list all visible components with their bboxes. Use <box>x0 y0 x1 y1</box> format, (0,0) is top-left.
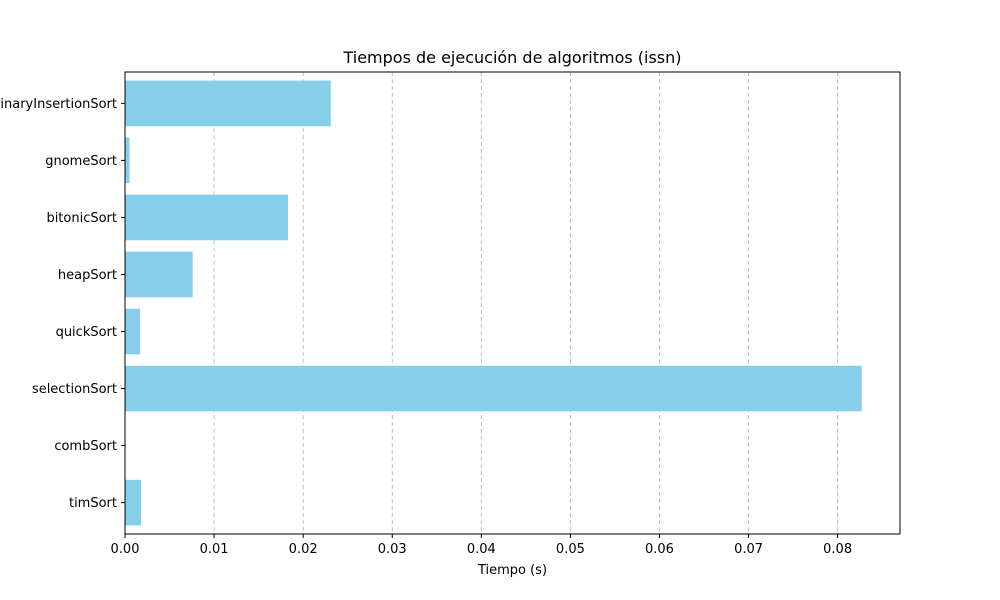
gridlines <box>213 72 839 534</box>
y-tick-label: binaryInsertionSort <box>0 97 117 112</box>
bar-timSort <box>125 479 142 526</box>
x-tick-label: 0.08 <box>823 542 852 557</box>
y-tick-label: timSort <box>69 496 117 511</box>
y-tick-label: bitonicSort <box>46 211 117 226</box>
bar-gnomeSort <box>125 137 130 184</box>
bar-heapSort <box>125 251 193 298</box>
bar-binaryInsertionSort <box>125 80 331 127</box>
x-tick-label: 0.02 <box>289 542 318 557</box>
x-tick-label: 0.03 <box>378 542 407 557</box>
x-tick-label: 0.07 <box>734 542 763 557</box>
x-tick-label: 0.06 <box>645 542 674 557</box>
x-axis-ticks: 0.00 0.01 0.02 0.03 0.04 0.05 0.06 0.07 0.08 <box>111 534 852 557</box>
y-tick-label: gnomeSort <box>45 154 117 169</box>
y-tick-label: selectionSort <box>32 382 117 397</box>
y-axis-ticks: binaryInsertionSort gnomeSort bitonicSort h… <box>0 97 125 511</box>
x-tick-label: 0.01 <box>200 542 229 557</box>
bar-bitonicSort <box>125 194 289 241</box>
plot-area-frame <box>124 71 901 535</box>
y-tick-label: combSort <box>54 439 117 454</box>
y-tick-label: heapSort <box>58 268 117 283</box>
bar-quickSort <box>125 308 141 355</box>
bars <box>125 80 862 526</box>
x-tick-label: 0.00 <box>111 542 140 557</box>
x-tick-label: 0.05 <box>556 542 585 557</box>
y-tick-label: quickSort <box>56 325 117 340</box>
x-axis-label: Tiempo (s) <box>477 563 547 578</box>
bar-selectionSort <box>125 365 862 412</box>
x-tick-label: 0.04 <box>467 542 496 557</box>
chart-title: Tiempos de ejecución de algoritmos (issn… <box>342 48 681 67</box>
